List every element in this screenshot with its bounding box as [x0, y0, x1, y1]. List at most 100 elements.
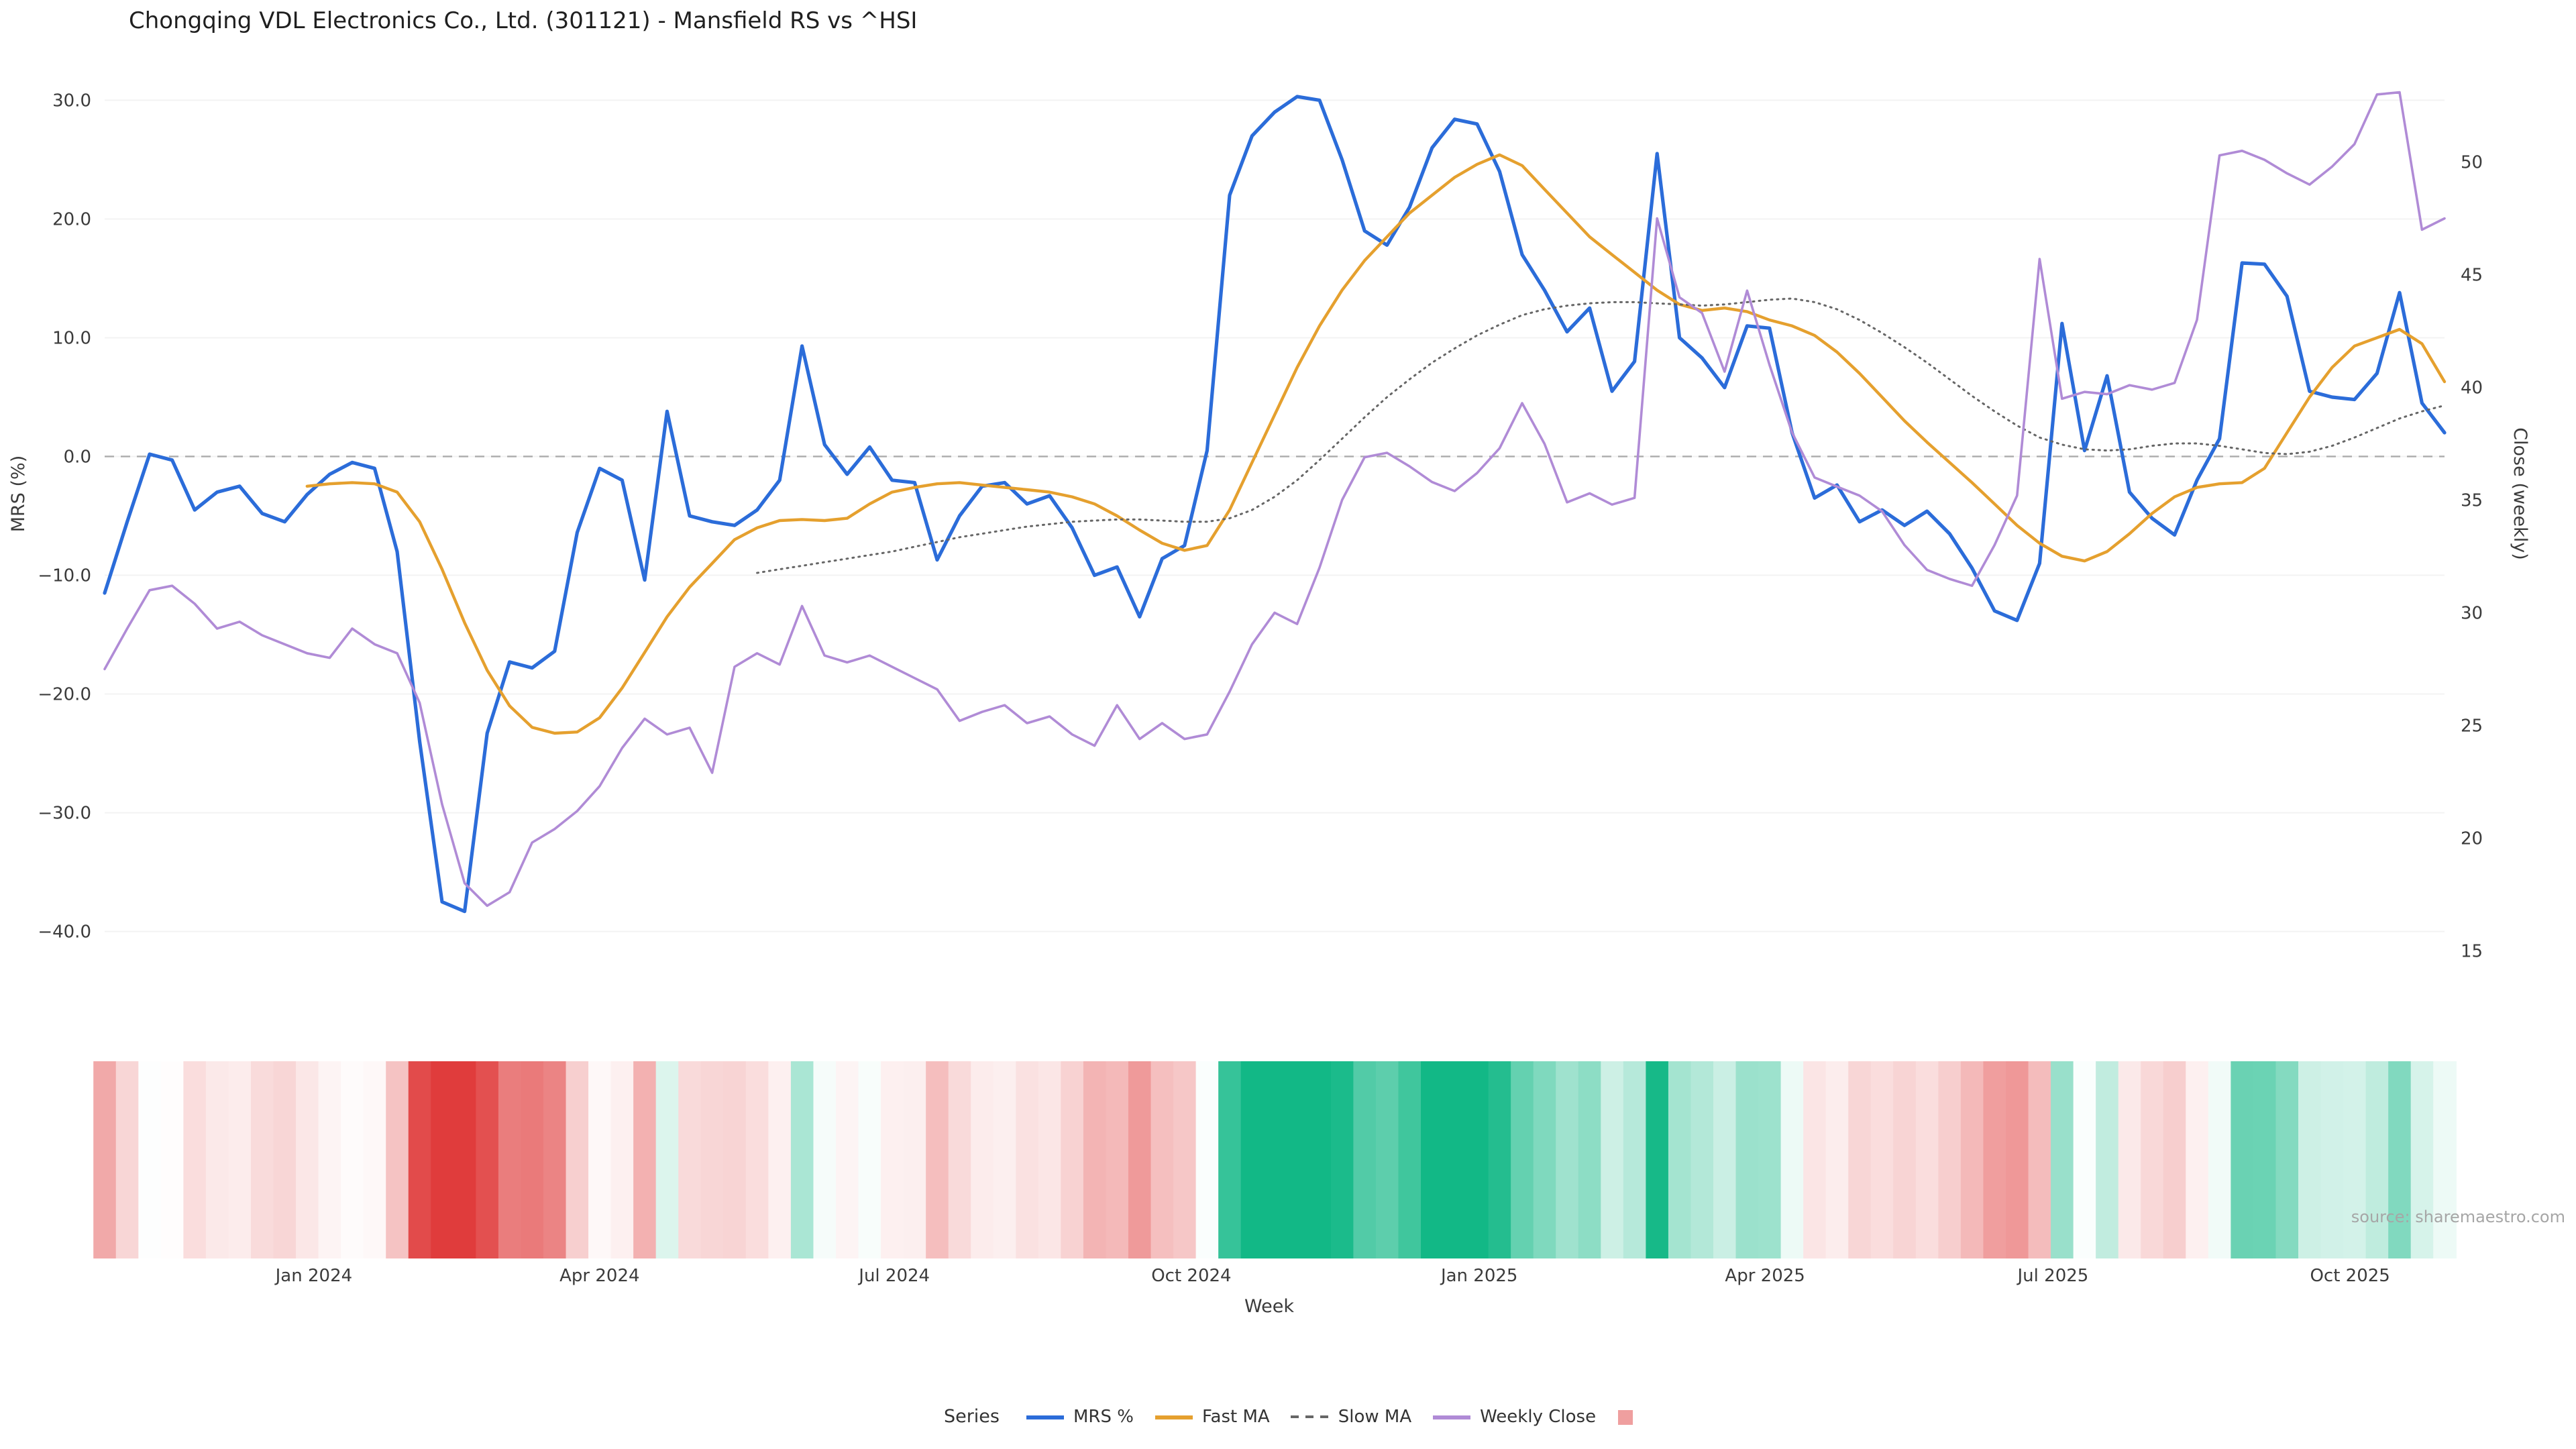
heatmap-cell: [1938, 1061, 1962, 1258]
heatmap-cell: [790, 1061, 814, 1258]
heatmap-cell: [1375, 1061, 1399, 1258]
x-axis-tick-label: Jul 2025: [2017, 1266, 2089, 1286]
heatmap-cell: [881, 1061, 904, 1258]
heatmap-cell: [363, 1061, 387, 1258]
heatmap-cell: [1263, 1061, 1287, 1258]
right-axis-tick-label: 50: [2461, 153, 2483, 173]
x-axis-tick-label: Jul 2024: [857, 1266, 930, 1286]
heatmap-cell: [2343, 1061, 2367, 1258]
heatmap-cell: [655, 1061, 680, 1258]
line-swatch-icon: [1155, 1415, 1193, 1419]
source-note: source: sharemaestro.com: [2351, 1208, 2565, 1226]
x-axis-tick-label: Jan 2025: [1440, 1266, 1518, 1286]
heatmap-cell: [2096, 1061, 2119, 1258]
heatmap-cell: [2073, 1061, 2097, 1258]
heatmap-cell: [251, 1061, 274, 1258]
heatmap-cell: [1713, 1061, 1737, 1258]
heatmap-cell: [2006, 1061, 2029, 1258]
heatmap-cell: [1983, 1061, 2007, 1258]
heatmap-cell: [1825, 1061, 1849, 1258]
heatmap-cell: [1173, 1061, 1197, 1258]
right-axis-tick-label: 20: [2461, 828, 2483, 849]
heatmap-cell: [2163, 1061, 2187, 1258]
heatmap-cell: [610, 1061, 635, 1258]
heatmap-cell: [1330, 1061, 1354, 1258]
x-axis-tick-label: Oct 2025: [2310, 1266, 2390, 1286]
heatmap-cell: [228, 1061, 252, 1258]
heatmap-cell: [1511, 1061, 1534, 1258]
heatmap-cell: [1780, 1061, 1805, 1258]
heatmap-cell: [2275, 1061, 2300, 1258]
heatmap-cell: [160, 1061, 184, 1258]
line-swatch-icon: [1291, 1415, 1329, 1418]
right-axis-tick-label: 35: [2461, 490, 2483, 511]
right-axis-tick-label: 25: [2461, 716, 2483, 736]
heatmap-cell: [971, 1061, 994, 1258]
legend-item-label: Slow MA: [1338, 1407, 1412, 1427]
legend-item-heatmap: [1617, 1409, 1633, 1424]
left-axis-tick-label: −10.0: [38, 566, 91, 586]
x-axis-tick-label: Apr 2025: [1725, 1266, 1805, 1286]
heatmap-cell: [1240, 1061, 1265, 1258]
heatmap-cell: [1533, 1061, 1557, 1258]
heatmap-cell: [476, 1061, 500, 1258]
heatmap-cell: [903, 1061, 927, 1258]
series-line-fast-ma: [305, 153, 2447, 735]
heatmap-cell: [1106, 1061, 1130, 1258]
left-axis-tick-label: −20.0: [38, 685, 91, 705]
right-axis-tick-label: 40: [2461, 378, 2483, 398]
heatmap-cell: [2141, 1061, 2164, 1258]
heatmap-cell: [858, 1061, 882, 1258]
heatmap-cell: [2028, 1061, 2052, 1258]
heatmap-cell: [453, 1061, 477, 1258]
heatmap-cell: [700, 1061, 724, 1258]
right-axis-tick-label: 15: [2461, 941, 2483, 961]
heatmap-cell: [2186, 1061, 2210, 1258]
heatmap-cell: [296, 1061, 319, 1258]
heatmap-cell: [1083, 1061, 1107, 1258]
heatmap-cell: [678, 1061, 702, 1258]
heatmap-cell: [1915, 1061, 1939, 1258]
heatmap-cell: [1218, 1061, 1242, 1258]
heatmap-cell: [1668, 1061, 1692, 1258]
heatmap-cell: [926, 1061, 949, 1258]
heatmap-cell: [723, 1061, 747, 1258]
heatmap-cell: [115, 1061, 140, 1258]
legend-item-label: Weekly Close: [1480, 1407, 1597, 1427]
series-line-slow-ma: [756, 297, 2446, 574]
heatmap-cell: [138, 1061, 162, 1258]
heatmap-cell: [2410, 1061, 2434, 1258]
line-swatch-icon: [1433, 1415, 1471, 1419]
heatmap-cell: [498, 1061, 522, 1258]
left-axis-tick-label: 10.0: [52, 328, 91, 348]
right-axis-tick-label: 45: [2461, 266, 2483, 286]
heatmap-cell: [341, 1061, 364, 1258]
x-axis-tick-label: Jan 2024: [274, 1266, 353, 1286]
x-axis-title: Week: [1244, 1296, 1294, 1318]
heatmap-swatch-icon: [1617, 1409, 1633, 1424]
heatmap-cell: [2388, 1061, 2412, 1258]
x-axis-tick-label: Apr 2024: [559, 1266, 639, 1286]
legend: Series MRS % Fast MA Slow MA Weekly Close: [0, 1406, 2576, 1428]
right-axis-title: Close (weekly): [2509, 427, 2530, 560]
heatmap-cell: [1848, 1061, 1872, 1258]
heatmap-cell: [1578, 1061, 1602, 1258]
x-axis-tick-label: Oct 2024: [1151, 1266, 1231, 1286]
heatmap-cell: [1195, 1061, 1220, 1258]
heatmap-cell: [521, 1061, 545, 1258]
heatmap-cell: [2051, 1061, 2074, 1258]
heatmap-cell: [1488, 1061, 1512, 1258]
heatmap-cell: [836, 1061, 859, 1258]
heatmap-cell: [1016, 1061, 1040, 1258]
heatmap-cell: [2320, 1061, 2345, 1258]
heatmap-cell: [183, 1061, 207, 1258]
heatmap-cell: [1150, 1061, 1175, 1258]
left-axis-title: MRS (%): [8, 455, 30, 533]
left-axis-tick-label: −30.0: [38, 804, 91, 824]
heatmap-cell: [1443, 1061, 1467, 1258]
heatmap-cell: [745, 1061, 769, 1258]
left-axis-tick-label: 30.0: [52, 91, 91, 111]
heatmap-cell: [93, 1061, 117, 1258]
